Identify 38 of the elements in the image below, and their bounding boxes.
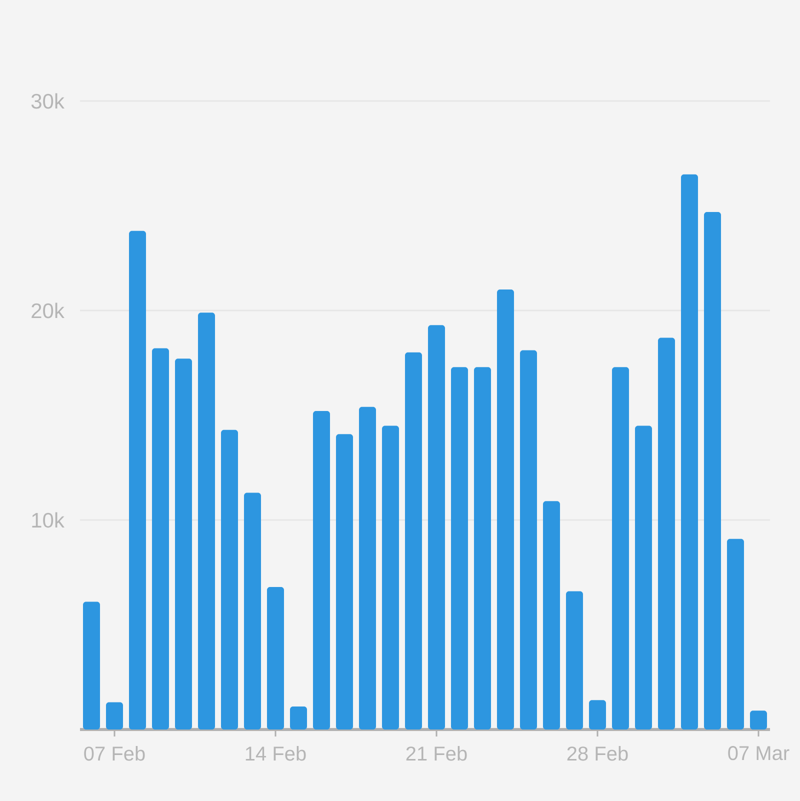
bar xyxy=(382,426,399,730)
bar xyxy=(220,430,238,730)
bar xyxy=(680,174,698,730)
y-tick-label: 10k xyxy=(32,512,64,528)
bar xyxy=(152,348,169,730)
bar xyxy=(726,538,744,730)
bar xyxy=(612,367,629,730)
x-tick-label: 07 Feb xyxy=(84,746,145,761)
bar xyxy=(658,338,675,730)
bar xyxy=(266,587,284,730)
bar xyxy=(750,710,767,730)
x-tick-label: 14 Feb xyxy=(246,746,306,761)
bar xyxy=(244,492,261,730)
bar xyxy=(496,290,514,730)
bar xyxy=(358,406,376,730)
bar xyxy=(566,591,583,730)
bar xyxy=(520,350,537,730)
bar xyxy=(312,411,330,730)
bar xyxy=(474,367,491,730)
y-tick-label: 30k xyxy=(31,93,64,109)
bar xyxy=(450,367,468,730)
bar xyxy=(588,700,606,730)
bar xyxy=(83,602,100,730)
bar xyxy=(290,706,307,730)
x-tick-label: 07 Mar xyxy=(728,746,790,760)
y-tick-label: 20k xyxy=(32,302,64,318)
bar xyxy=(129,230,146,730)
x-tick-label: 21 Feb xyxy=(406,746,467,761)
bar xyxy=(428,325,445,730)
bar xyxy=(175,358,192,730)
bar xyxy=(704,212,721,730)
bar xyxy=(106,702,123,730)
bar xyxy=(634,426,652,730)
bar xyxy=(404,352,422,730)
bar xyxy=(198,312,215,730)
bar xyxy=(336,434,353,730)
bar xyxy=(542,501,560,730)
x-tick-label: 28 Feb xyxy=(567,746,628,761)
